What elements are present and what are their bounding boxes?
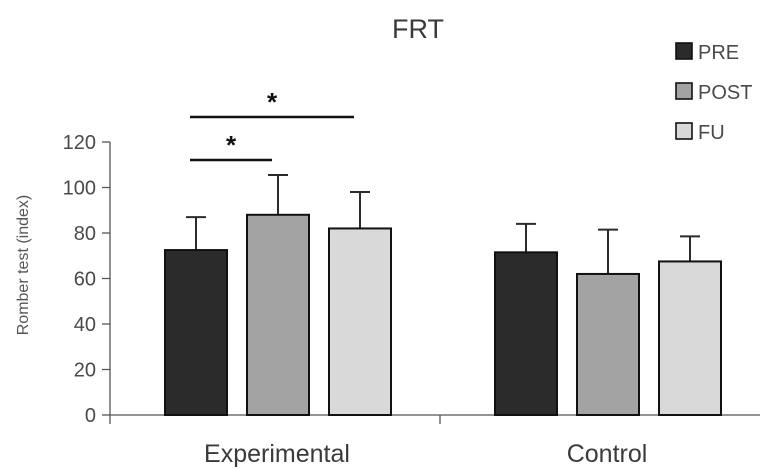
x-category-label: Control	[567, 440, 648, 468]
bar-fu-experimental	[328, 227, 392, 416]
y-axis: 0 20 40 60 80 100 120	[63, 132, 111, 427]
legend: PRE POST FU	[675, 42, 752, 144]
legend-swatch-post	[675, 82, 693, 100]
y-tick-label: 0	[85, 405, 96, 427]
chart-title: FRT	[392, 14, 444, 44]
legend-label-post: POST	[698, 82, 752, 104]
bar-post-experimental	[246, 213, 310, 416]
x-category-label: Experimental	[204, 440, 350, 468]
y-tick-label: 100	[63, 178, 96, 200]
x-axis: Experimental Control	[109, 414, 760, 468]
significance-star: *	[226, 130, 237, 160]
y-tick-label: 80	[74, 223, 96, 245]
y-tick-label: 120	[63, 132, 96, 154]
y-tick-label: 40	[74, 314, 96, 336]
bar-fu-control	[658, 260, 722, 416]
legend-label-fu: FU	[698, 122, 725, 144]
legend-swatch-fu	[675, 122, 693, 140]
bar-pre-control	[494, 251, 558, 416]
legend-label-pre: PRE	[698, 42, 739, 64]
significance-annotations: **	[190, 87, 354, 162]
significance-star: *	[267, 87, 278, 117]
bar-pre-experimental	[164, 249, 228, 416]
legend-swatch-pre	[675, 42, 693, 60]
y-tick-label: 60	[74, 269, 96, 291]
bars	[164, 173, 722, 417]
bar-post-control	[576, 272, 640, 417]
y-tick-label: 20	[74, 360, 96, 382]
y-axis-label: Romber test (index)	[15, 195, 32, 336]
